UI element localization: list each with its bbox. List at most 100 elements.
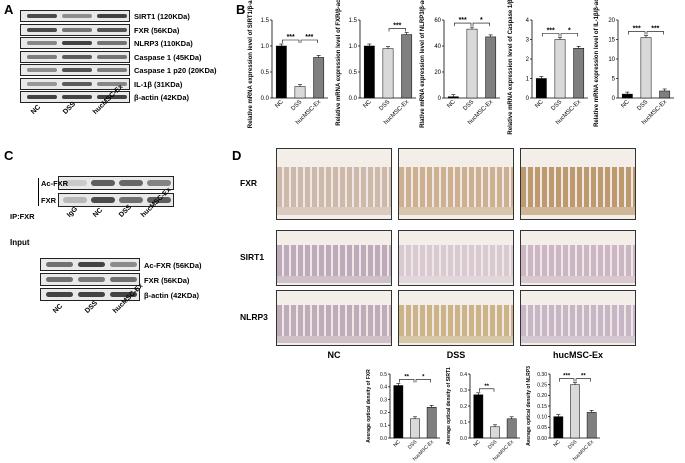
y-tick-label: 1.5 — [349, 18, 358, 24]
tissue-muscularis — [521, 335, 635, 343]
y-tick-label: 0.3 — [460, 388, 467, 394]
significance-bracket — [646, 31, 664, 35]
y-tick-label: 0.2 — [460, 404, 467, 410]
y-tick-label: 0.30 — [537, 372, 547, 378]
tissue-muscularis — [399, 275, 513, 283]
ip-row-label: Ac-FXR — [41, 179, 69, 188]
x-tick-label: DSS — [487, 439, 499, 451]
y-tick-label: 0.0 — [261, 96, 270, 102]
blot-row-label: IL-1β (31KDa) — [134, 79, 183, 89]
blot-row-label: NLRP3 (110KDa) — [134, 39, 193, 48]
significance-label: *** — [651, 26, 659, 33]
y-tick-label: 0 — [526, 96, 530, 102]
protein-band — [110, 292, 137, 297]
y-tick-label: 0.10 — [537, 414, 547, 420]
bar — [275, 45, 287, 99]
bar — [554, 39, 566, 99]
panel-letter-c: C — [4, 148, 14, 163]
y-axis-label: Relative mRNA expression level of IL-1β/… — [594, 0, 600, 127]
significance-bracket — [479, 388, 495, 392]
protein-band — [78, 262, 105, 267]
bar — [573, 48, 585, 99]
y-tick-label: 0.4 — [460, 372, 467, 378]
protein-band — [63, 180, 87, 186]
protein-band — [97, 41, 127, 45]
blot-strip — [20, 23, 130, 36]
ihc-row-label: FXR — [240, 178, 257, 188]
protein-band — [119, 180, 143, 186]
bar — [570, 384, 580, 439]
protein-band — [62, 54, 92, 59]
blot-strip — [20, 50, 130, 63]
x-tick-label: DSS — [378, 99, 391, 112]
y-tick-label: 0.25 — [537, 382, 547, 388]
blot-row-label: SIRT1 (120KDa) — [134, 12, 190, 21]
protein-band — [63, 197, 87, 203]
panel-letter-d: D — [232, 148, 242, 163]
protein-band — [97, 14, 127, 18]
tissue-muscularis — [277, 275, 391, 283]
protein-band — [62, 81, 92, 86]
ihc-image — [520, 290, 636, 346]
x-tick-label: DSS — [407, 439, 419, 451]
protein-band — [78, 277, 105, 282]
tissue-muscularis — [277, 335, 391, 343]
ihc-row-label: NLRP3 — [240, 312, 268, 322]
ihc-row-label: SIRT1 — [240, 252, 265, 262]
y-tick-label: 0.0 — [460, 436, 467, 442]
significance-bracket — [560, 33, 578, 37]
bar — [553, 416, 564, 439]
tissue-crypts — [277, 305, 391, 336]
y-tick-label: 5 — [612, 77, 616, 83]
y-axis-label: Rlative mRNA expression level of NLRP3/β… — [420, 0, 426, 128]
bar — [473, 394, 484, 439]
y-axis-label: Relative mRNA expression level of FXR/β-… — [336, 0, 342, 126]
ihc-image — [520, 148, 636, 220]
ihc-column-label: DSS — [446, 350, 466, 360]
input-row-label: β-actin (42KDa) — [144, 291, 200, 300]
protein-band — [27, 95, 57, 99]
blot-row-label: Caspase 1 p20 (20KDa) — [134, 66, 217, 75]
x-tick-label: NC — [362, 99, 373, 110]
protein-band — [97, 54, 127, 59]
protein-band — [91, 197, 115, 203]
significance-label: * — [422, 375, 425, 381]
x-tick-label: NC — [620, 99, 631, 110]
significance-bracket — [472, 22, 490, 27]
ihc-image — [276, 148, 392, 220]
significance-label: *** — [393, 23, 401, 30]
y-tick-label: 1.0 — [261, 44, 270, 50]
y-axis-label: Average optical density of SIRT1 — [446, 367, 452, 445]
ip-blot-strip — [58, 193, 174, 207]
ip-bracket — [38, 178, 39, 206]
y-tick-label: 0.2 — [380, 410, 387, 416]
y-tick-label: 0.5 — [349, 70, 358, 76]
x-tick-label: NC — [274, 99, 285, 110]
input-row-label: Ac-FXR (56KDa) — [144, 261, 202, 270]
significance-label: *** — [305, 34, 313, 41]
tissue-muscularis — [521, 275, 635, 283]
bar — [640, 37, 652, 99]
y-axis-label: Average optical density of NLRP3 — [526, 366, 532, 446]
bar — [535, 78, 547, 99]
significance-bracket — [300, 39, 318, 43]
significance-label: *** — [287, 34, 295, 41]
significance-bracket — [399, 379, 415, 383]
y-tick-label: 0 — [438, 96, 442, 102]
bar — [382, 48, 394, 99]
protein-band — [110, 262, 137, 267]
bar — [393, 385, 404, 439]
y-tick-label: 4 — [526, 18, 530, 24]
tissue-crypts — [277, 245, 391, 276]
y-tick-label: 0.0 — [349, 96, 358, 102]
y-tick-label: 0.20 — [537, 393, 547, 399]
blot-row-label: Caspase 1 (45KDa) — [134, 52, 202, 62]
bar — [490, 426, 500, 439]
y-tick-label: 1.0 — [349, 44, 358, 50]
y-axis-label: Relative mRNA expression level of SIRT1/… — [248, 0, 254, 128]
y-tick-label: 20 — [608, 18, 615, 24]
significance-bracket — [542, 33, 560, 37]
